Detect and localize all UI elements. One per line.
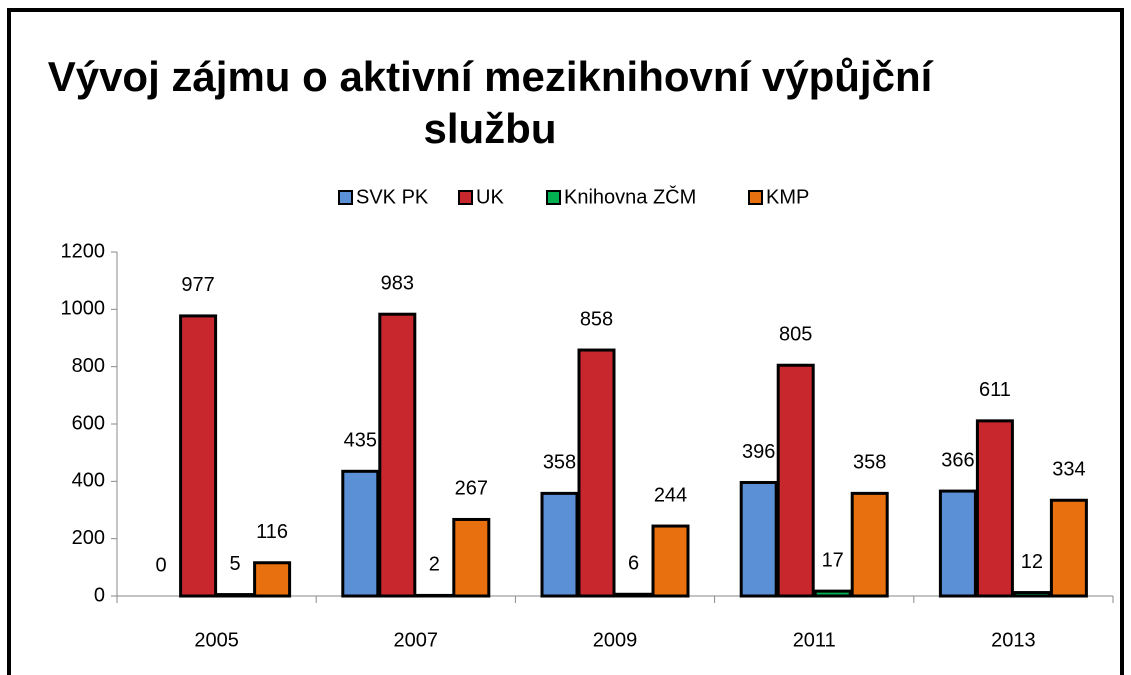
value-label: 366 (941, 449, 974, 471)
value-label: 2 (429, 554, 440, 576)
value-label: 116 (256, 521, 288, 543)
y-tick-label: 0 (94, 584, 105, 606)
legend-label: UK (476, 186, 504, 208)
x-tick-label: 2007 (394, 629, 439, 651)
bar (651, 524, 690, 598)
value-label: 358 (543, 452, 576, 474)
y-tick-label: 400 (72, 470, 105, 492)
value-label: 805 (779, 324, 812, 346)
y-tick-label: 600 (72, 412, 105, 434)
value-label: 5 (230, 553, 241, 575)
x-tick-label: 2011 (793, 629, 836, 651)
bar (975, 419, 1014, 598)
y-tick-label: 800 (72, 355, 105, 377)
chart-title-line: Vývoj zájmu o aktivní meziknihovní výpůj… (48, 53, 934, 100)
legend-swatch (546, 190, 561, 205)
bar (614, 592, 653, 598)
x-tick-label: 2005 (194, 629, 239, 651)
value-label: 267 (455, 478, 488, 500)
bar (378, 312, 417, 598)
bar (415, 593, 454, 598)
value-label: 244 (654, 484, 687, 506)
bar (938, 489, 977, 598)
bar (577, 348, 616, 598)
value-label: 6 (628, 553, 639, 575)
value-label: 858 (580, 308, 613, 330)
value-label: 977 (181, 274, 214, 296)
bar (452, 517, 491, 598)
value-label: 358 (853, 452, 886, 474)
value-label: 611 (979, 379, 1011, 401)
value-label: 983 (381, 272, 414, 294)
bar (776, 363, 815, 598)
value-label: 17 (822, 549, 844, 571)
chart-title-line: službu (424, 105, 557, 152)
value-label: 396 (742, 441, 775, 463)
bar (1012, 591, 1051, 598)
bar (813, 589, 852, 598)
x-tick-label: 2013 (991, 629, 1036, 651)
legend-label: KMP (766, 186, 809, 208)
bar (850, 491, 889, 598)
value-label: 12 (1021, 551, 1043, 573)
bar (253, 561, 292, 598)
bar (179, 314, 218, 598)
bar (341, 469, 380, 598)
bar (216, 593, 255, 598)
x-tick-label: 2009 (593, 629, 638, 651)
y-tick-label: 200 (72, 527, 105, 549)
value-label: 435 (344, 430, 377, 452)
bar (739, 480, 778, 598)
y-tick-label: 1000 (61, 298, 106, 320)
value-label: 0 (156, 554, 167, 576)
y-tick-label: 1200 (61, 240, 106, 262)
bar (1049, 498, 1088, 598)
legend-swatch (458, 190, 473, 205)
legend-label: Knihovna ZČM (564, 185, 696, 208)
legend-swatch (338, 190, 353, 205)
value-label: 334 (1052, 459, 1085, 481)
legend-swatch (748, 190, 763, 205)
legend-label: SVK PK (356, 186, 429, 208)
bar (540, 491, 579, 598)
